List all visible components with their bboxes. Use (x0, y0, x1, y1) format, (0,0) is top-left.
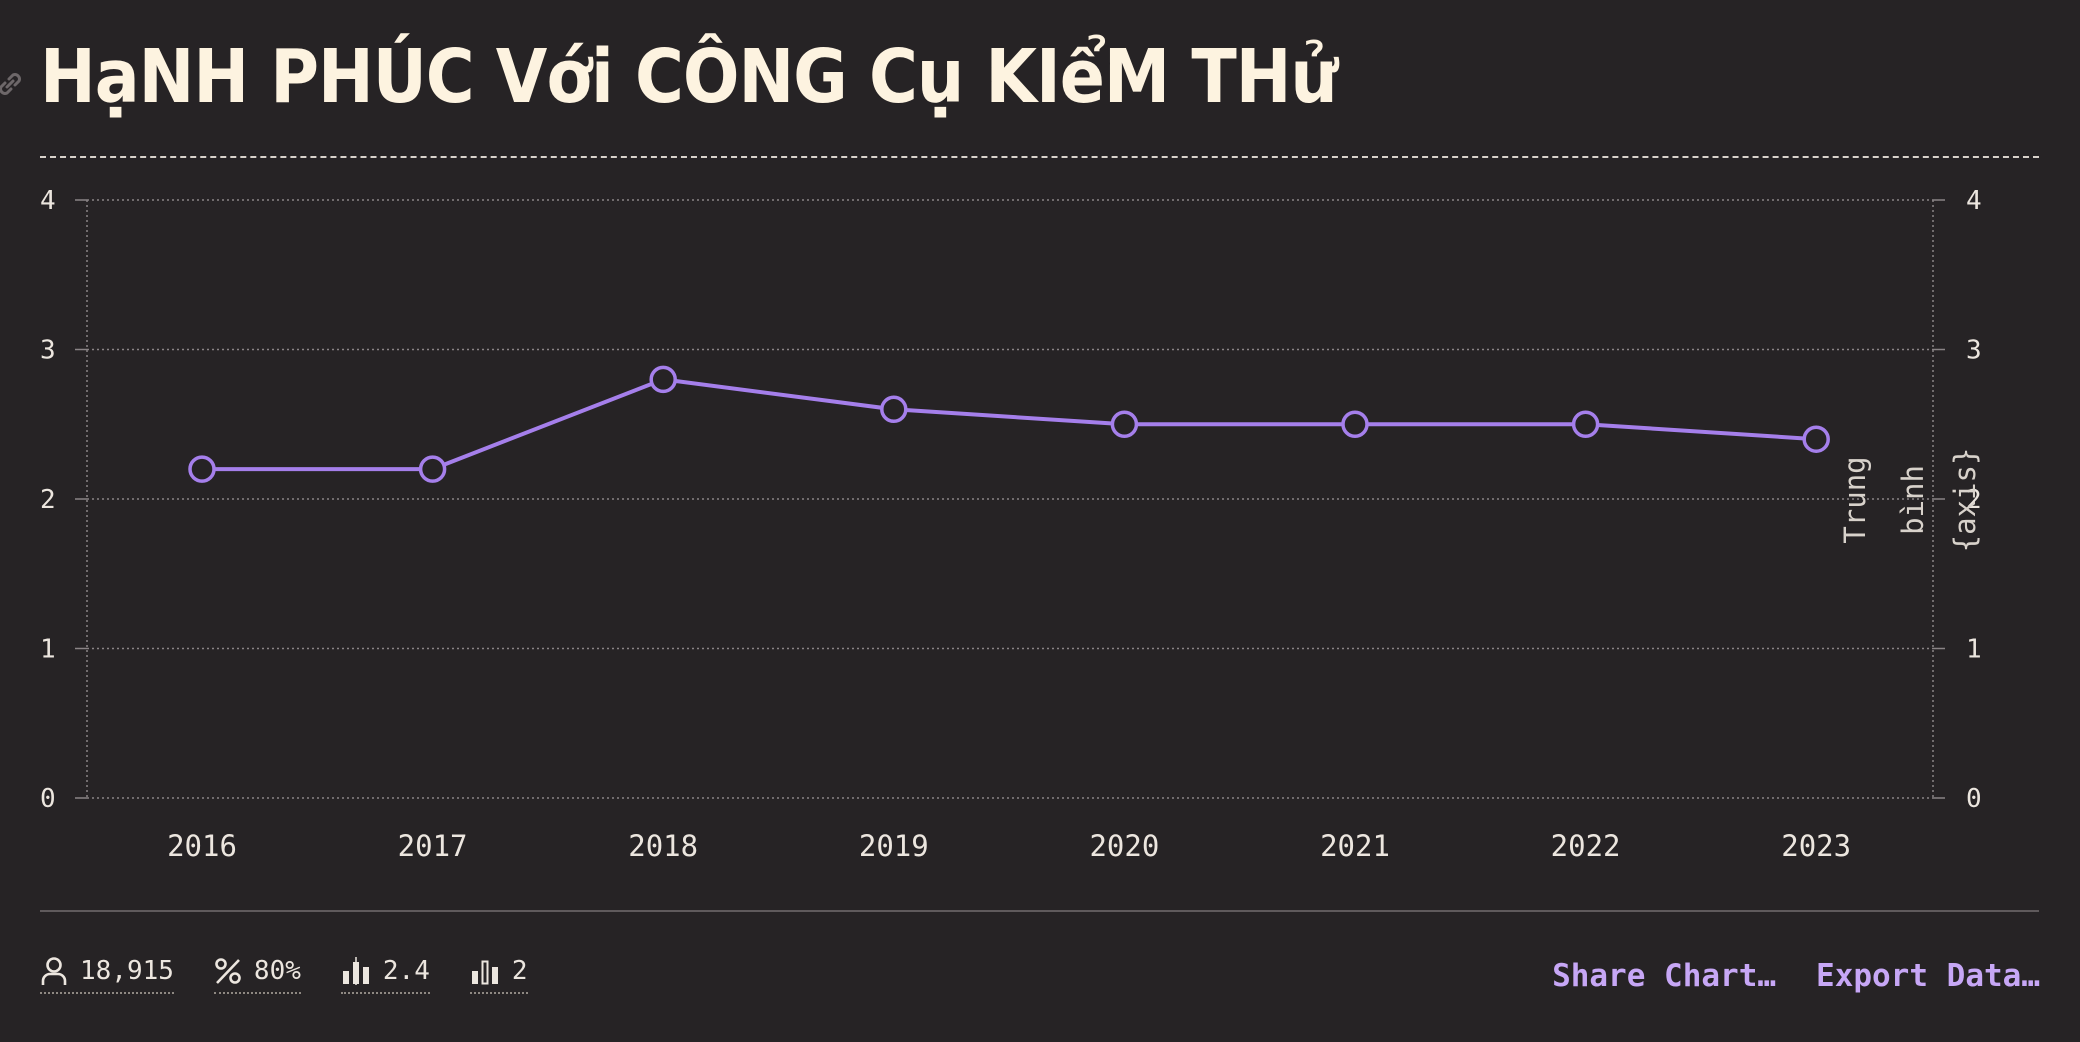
x-tick-label: 2019 (859, 829, 929, 863)
y-tick-label-left: 2 (40, 485, 56, 515)
right-axis-label: Trung (1838, 456, 1872, 543)
data-point (1110, 410, 1139, 438)
y-tick-label-left: 1 (40, 635, 56, 665)
y-tick-label-left: 3 (40, 336, 56, 366)
export-data-button[interactable]: Export Data… (1816, 958, 2040, 994)
stat-average: 2.4 (340, 956, 430, 994)
y-tick-label-left: 4 (40, 186, 56, 216)
data-point (880, 395, 908, 424)
right-axis-label: bình (1896, 465, 1930, 535)
stat-median: 2 (469, 956, 528, 994)
x-tick-label: 2018 (628, 829, 698, 863)
data-point (649, 365, 677, 394)
x-tick-label: 2021 (1320, 829, 1390, 863)
data-point (1571, 410, 1600, 438)
x-tick-label: 2022 (1551, 829, 1621, 863)
y-tick-label-right: 1 (1966, 635, 1982, 665)
stats-bar: 18,915 80% 2.4 2 (40, 956, 528, 994)
bar-chart-outline-icon (471, 960, 498, 985)
page-title: HạNH PHÚC Với CÔNG Cụ KIểM THử (40, 34, 1338, 120)
data-point (1802, 425, 1830, 453)
stat-percent: 80% (213, 956, 301, 994)
x-tick-label: 2020 (1089, 829, 1159, 863)
y-tick-label-right: 4 (1966, 186, 1982, 216)
chart-actions: Share Chart… Export Data… (1552, 958, 2040, 994)
link-icon[interactable] (0, 68, 26, 100)
line-chart: 0 0 1 1 2 2 3 3 4 4 2016 2017 2018 2019 2020 2021 2022 20… (40, 186, 1982, 863)
stat-responses: 18,915 (40, 956, 174, 994)
y-tick-label-left: 0 (40, 784, 56, 814)
data-point (418, 455, 447, 483)
series-line (202, 377, 1817, 472)
percent-icon (215, 958, 241, 984)
footer-divider (40, 910, 2039, 912)
stat-median-value: 2 (511, 956, 528, 986)
y-tick-label-right: 0 (1966, 784, 1982, 814)
data-point (1341, 410, 1369, 438)
y-tick-label-right: 2 (1966, 485, 1982, 515)
x-tick-label: 2023 (1781, 829, 1851, 863)
stat-average-value: 2.4 (382, 956, 430, 986)
stat-percent-value: 80% (253, 956, 301, 986)
data-point (188, 455, 216, 483)
person-icon (41, 957, 67, 985)
bar-chart-icon (342, 957, 369, 985)
right-axis-label: {axis} (1948, 448, 1982, 553)
x-tick-label: 2017 (398, 829, 468, 863)
stat-responses-value: 18,915 (80, 956, 174, 986)
y-tick-label-right: 3 (1966, 336, 1982, 366)
title-divider (40, 156, 2039, 158)
share-chart-button[interactable]: Share Chart… (1552, 958, 1777, 994)
x-tick-label: 2016 (167, 829, 237, 863)
